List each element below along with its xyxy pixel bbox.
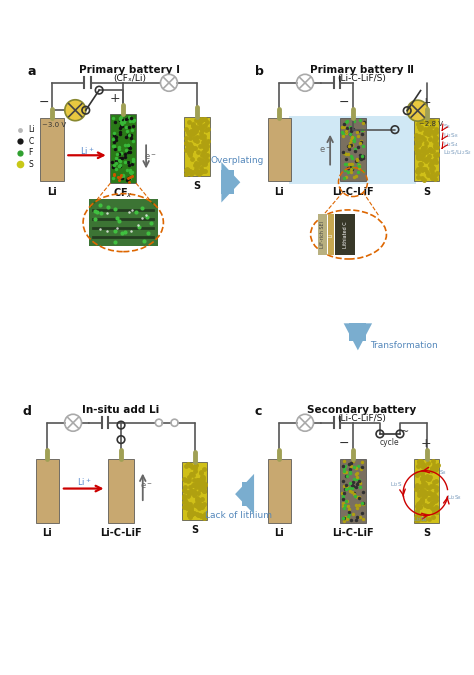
Bar — [268, 459, 291, 522]
Bar — [182, 462, 208, 520]
Text: Primary battery Ⅰ: Primary battery Ⅰ — [80, 65, 181, 75]
Text: Lithiated C: Lithiated C — [343, 221, 348, 248]
Text: e$^-$: e$^-$ — [144, 153, 156, 162]
Bar — [110, 114, 136, 183]
Text: S: S — [193, 181, 201, 191]
Text: Li$^+$: Li$^+$ — [77, 476, 91, 488]
Bar — [340, 118, 366, 182]
Bar — [289, 115, 416, 184]
Text: d: d — [23, 405, 32, 418]
Text: Primary battery Ⅱ: Primary battery Ⅱ — [310, 65, 414, 75]
Text: −: − — [39, 97, 49, 109]
Circle shape — [407, 100, 428, 121]
Bar — [340, 459, 366, 522]
Bar — [184, 117, 210, 176]
Text: +: + — [109, 92, 120, 105]
Polygon shape — [221, 162, 240, 202]
Bar — [335, 215, 355, 254]
Text: S: S — [191, 525, 198, 535]
Text: b: b — [255, 65, 264, 78]
Text: S: S — [423, 186, 430, 196]
Text: Li: Li — [43, 528, 52, 537]
Text: Li$_2$S: Li$_2$S — [390, 480, 403, 489]
Text: ~2.8 V: ~2.8 V — [419, 122, 443, 128]
Polygon shape — [235, 474, 254, 514]
Text: Li$_2$S$_4$: Li$_2$S$_4$ — [413, 515, 428, 524]
Bar — [40, 118, 64, 182]
Text: +: + — [420, 437, 431, 450]
Text: Li$^+$: Li$^+$ — [80, 145, 95, 157]
Text: −: − — [338, 97, 349, 109]
Polygon shape — [349, 323, 366, 341]
Text: −: − — [338, 437, 349, 450]
Text: CF$_x$: CF$_x$ — [113, 186, 133, 200]
Text: S$_8$: S$_8$ — [443, 122, 451, 131]
Bar — [268, 118, 291, 182]
Polygon shape — [242, 482, 254, 506]
Text: Li$_2$S$_8$: Li$_2$S$_8$ — [443, 131, 459, 140]
Circle shape — [65, 100, 86, 121]
Text: Li: Li — [28, 125, 35, 134]
Text: S: S — [28, 160, 33, 169]
Text: a: a — [27, 65, 36, 78]
Text: Li$_2$S$_8$: Li$_2$S$_8$ — [447, 493, 462, 502]
Text: Lack of lithium: Lack of lithium — [205, 511, 272, 520]
Text: Li: Li — [328, 232, 334, 236]
Text: Li-C-LiF: Li-C-LiF — [332, 528, 374, 537]
Text: Li: Li — [274, 186, 284, 196]
Text: (Li-C-LiF/S): (Li-C-LiF/S) — [337, 414, 386, 423]
Text: C: C — [28, 137, 34, 146]
Bar — [319, 215, 328, 254]
Bar — [328, 215, 334, 254]
Text: Secondary battery: Secondary battery — [307, 405, 417, 415]
Bar — [108, 459, 134, 522]
Text: Li-C-LiF: Li-C-LiF — [332, 186, 374, 196]
Text: e$^-$: e$^-$ — [140, 481, 153, 491]
Bar — [414, 459, 439, 522]
Text: Li$_2$S/Li$_2$S$_2$: Li$_2$S/Li$_2$S$_2$ — [443, 148, 473, 157]
Text: F: F — [28, 148, 33, 157]
Text: S: S — [423, 528, 430, 537]
Text: Li: Li — [274, 528, 284, 537]
Text: c: c — [255, 405, 262, 418]
Text: Li: Li — [47, 186, 57, 196]
Polygon shape — [221, 170, 234, 194]
Text: Transformation: Transformation — [370, 341, 438, 350]
Text: LiF-rich SEI: LiF-rich SEI — [320, 221, 325, 248]
Text: Overplating: Overplating — [210, 157, 264, 165]
Text: +: + — [420, 97, 431, 109]
Text: (Li-C-LiF/S): (Li-C-LiF/S) — [337, 74, 386, 83]
Text: Li$_2$S$_4$: Li$_2$S$_4$ — [443, 140, 459, 148]
Text: S$_8$: S$_8$ — [439, 468, 447, 477]
Text: Li-C-LiF: Li-C-LiF — [100, 528, 142, 537]
Polygon shape — [344, 323, 372, 350]
Text: ~3.0 V: ~3.0 V — [42, 122, 66, 128]
Ellipse shape — [310, 210, 386, 259]
Text: (CFₓ/Li): (CFₓ/Li) — [113, 74, 146, 83]
Bar — [414, 118, 439, 182]
Text: cycle: cycle — [380, 438, 400, 447]
Bar — [89, 199, 158, 246]
Text: e$^-$: e$^-$ — [319, 145, 332, 155]
Text: ~: ~ — [401, 427, 410, 437]
Text: In-situ add Li: In-situ add Li — [82, 405, 160, 415]
Bar — [36, 459, 59, 522]
